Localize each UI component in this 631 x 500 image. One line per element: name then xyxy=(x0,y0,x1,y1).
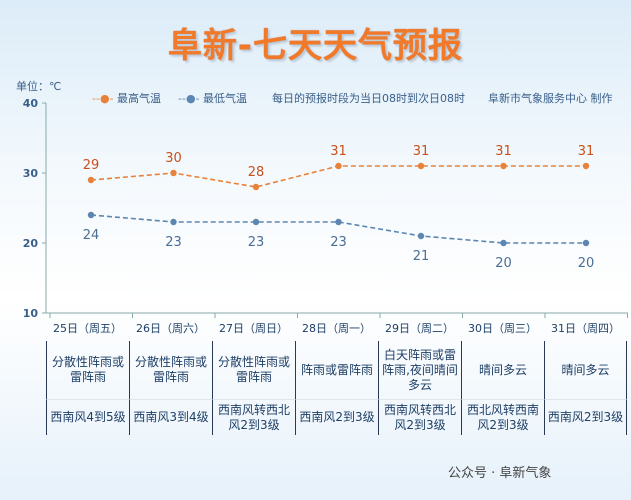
weather-cell: 白天阵雨或雷阵雨,夜间晴间多云 xyxy=(378,341,461,399)
date-cell: 31日（周四） xyxy=(551,321,620,335)
weather-cell: 阵雨或雷阵雨 xyxy=(295,341,378,399)
data-label: 28 xyxy=(248,165,265,180)
data-label: 31 xyxy=(413,144,430,159)
data-label: 31 xyxy=(578,144,595,159)
data-label: 21 xyxy=(413,249,430,264)
date-cell: 28日（周一） xyxy=(302,321,371,335)
legend-low-label: 最低气温 xyxy=(203,92,248,105)
data-point xyxy=(417,162,425,170)
legend-high-label: 最高气温 xyxy=(117,92,162,105)
wind-cell: 西南风2到3级 xyxy=(295,399,378,435)
source-note: 阜新市气象服务中心 制作 xyxy=(488,92,613,105)
date-cell: 30日（周三） xyxy=(468,321,537,335)
legend-low-marker: --●- xyxy=(178,92,200,105)
date-cell: 27日（周日） xyxy=(219,321,288,335)
y-tick-label: 20 xyxy=(23,237,39,250)
temperature-chart: 10 20 30 40 29 30 28 31 31 31 31 24 23 23 23 21 20 20 xyxy=(23,97,628,320)
page-title: 阜新-七天天气预报 xyxy=(167,26,464,66)
legend-high: --●- 最高气温 xyxy=(92,90,161,106)
data-point xyxy=(335,162,342,170)
weather-cell: 晴间多云 xyxy=(461,341,544,399)
legend-high-marker: --●- xyxy=(92,92,114,105)
weather-cell: 分散性阵雨或雷阵雨 xyxy=(212,341,295,399)
data-label: 31 xyxy=(495,144,512,159)
data-point xyxy=(335,218,342,226)
date-cell: 29日（周二） xyxy=(385,321,454,335)
wind-cell: 西南风2到3级 xyxy=(544,399,627,435)
data-point xyxy=(87,176,95,184)
data-point xyxy=(582,162,590,170)
data-label: 20 xyxy=(578,256,595,271)
data-label: 30 xyxy=(165,151,182,166)
forecast-table: 25日（周五） 26日（周六） 27日（周日） 28日（周一） 29日（周二） 30日（周… xyxy=(46,315,628,435)
data-point xyxy=(87,211,95,219)
weather-cell: 分散性阵雨或雷阵雨 xyxy=(46,341,129,399)
watermark: 公众号 · 阜新气象 xyxy=(448,466,552,481)
data-label: 23 xyxy=(248,235,265,250)
data-point xyxy=(252,218,260,226)
wind-cell: 西南风3到4级 xyxy=(129,399,212,435)
data-point xyxy=(500,162,507,170)
unit-label: 单位：℃ xyxy=(16,80,62,93)
data-label: 23 xyxy=(165,235,182,250)
data-point xyxy=(582,239,590,247)
data-point xyxy=(170,218,177,226)
data-point xyxy=(170,169,177,177)
legend-low: --●- 最低气温 xyxy=(178,90,247,106)
weather-cell: 晴间多云 xyxy=(544,341,627,399)
wind-cell: 西南风转西北风2到3级 xyxy=(212,399,295,435)
y-tick-label: 30 xyxy=(23,167,39,180)
date-cell: 25日（周五） xyxy=(53,321,122,335)
wind-cell: 西南风4到5级 xyxy=(46,399,129,435)
dates-row: 25日（周五） 26日（周六） 27日（周日） 28日（周一） 29日（周二） 30日（周… xyxy=(46,315,628,341)
y-tick-label: 10 xyxy=(23,307,39,320)
weather-row: 分散性阵雨或雷阵雨 分散性阵雨或雷阵雨 分散性阵雨或雷阵雨 阵雨或雷阵雨 白天阵雨或雷阵… xyxy=(46,341,628,399)
weather-cell: 分散性阵雨或雷阵雨 xyxy=(129,341,212,399)
wind-cell: 西北风转西南风2到3级 xyxy=(461,399,544,435)
data-label: 20 xyxy=(495,256,512,271)
data-label: 31 xyxy=(330,144,347,159)
data-label: 29 xyxy=(83,158,100,173)
data-label: 24 xyxy=(83,228,100,243)
data-point xyxy=(417,232,425,240)
wind-row: 西南风4到5级 西南风3到4级 西南风转西北风2到3级 西南风2到3级 西南风转西北风2… xyxy=(46,399,628,435)
date-cell: 26日（周六） xyxy=(136,321,205,335)
forecast-note: 每日的预报时段为当日08时到次日08时 xyxy=(272,92,465,105)
y-tick-label: 40 xyxy=(23,97,39,110)
data-label: 23 xyxy=(330,235,347,250)
wind-cell: 西南风转西北风2到3级 xyxy=(378,399,461,435)
data-point xyxy=(500,239,507,247)
data-point xyxy=(252,183,260,191)
